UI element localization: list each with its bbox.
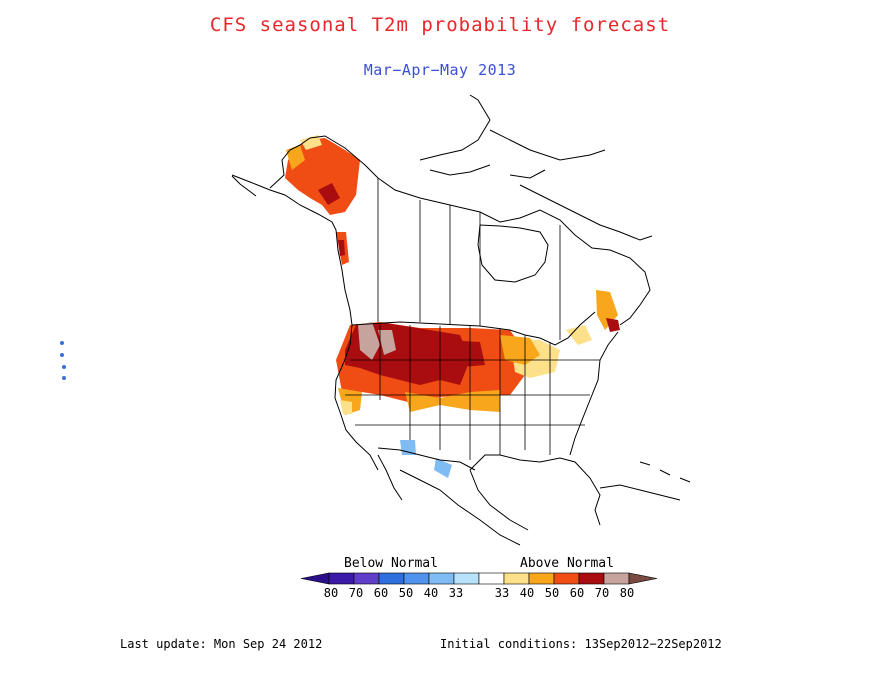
- legend-arrow-low: [300, 572, 330, 585]
- legend-tick-label: 33: [449, 586, 463, 600]
- alaska-coastline: [231, 174, 353, 326]
- shade-greatlakes-above-50: [500, 335, 540, 365]
- legend-tick-label: 70: [349, 586, 363, 600]
- canada-province-borders: [377, 178, 561, 340]
- legend-tick-label: 60: [374, 586, 388, 600]
- legend-swatch: [503, 572, 530, 585]
- shade-plains-above-40: [405, 390, 500, 412]
- legend-swatch: [328, 572, 355, 585]
- legend-swatch: [578, 572, 605, 585]
- shade-mt-above-80: [378, 330, 396, 355]
- legend-tick-label: 40: [520, 586, 534, 600]
- alaska-west: [269, 144, 301, 189]
- legend-tick-label: 80: [620, 586, 634, 600]
- legend-tick-label: 50: [545, 586, 559, 600]
- alaska-north-coast: [299, 135, 379, 179]
- legend-swatch: [403, 572, 430, 585]
- legend-swatch: [553, 572, 580, 585]
- us-west-coast: [334, 324, 379, 471]
- aleutian-chain: [231, 175, 257, 197]
- shade-mx-below-40: [434, 458, 452, 478]
- us-east-coast: [569, 331, 619, 456]
- shade-alaska-above-40: [286, 145, 305, 170]
- canada-arctic-coast: [377, 177, 651, 326]
- legend-swatch: [453, 572, 480, 585]
- baja-peninsula: [377, 454, 403, 501]
- cuba: [599, 484, 681, 501]
- shade-bc-coast-dark: [338, 240, 345, 256]
- shade-aleutian-above-40: [300, 135, 322, 150]
- shade-ne-canada-above-70: [606, 318, 620, 332]
- legend-tick-label: 40: [424, 586, 438, 600]
- shade-ca-above-33: [340, 400, 352, 414]
- legend-swatch: [603, 572, 630, 585]
- mexico-west-coast: [399, 469, 521, 546]
- shade-dakotas-above-70: [445, 340, 485, 368]
- map-subtitle: Mar−Apr−May 2013: [363, 61, 517, 79]
- legend-tick-label: 80: [324, 586, 338, 600]
- state-borders: [345, 325, 600, 460]
- gulf-coast: [469, 454, 601, 526]
- initial-conditions-text: Initial conditions: 13Sep2012−22Sep2012: [440, 637, 722, 651]
- legend-swatch: [528, 572, 555, 585]
- baffin-island: [519, 184, 653, 241]
- legend-tick-label: 33: [495, 586, 509, 600]
- legend-swatch: [428, 572, 455, 585]
- legend-arrow-high: [628, 572, 658, 585]
- legend-tick-label: 60: [570, 586, 584, 600]
- legend-below-label: Below Normal: [344, 556, 438, 571]
- us-mexico-border: [377, 447, 476, 471]
- hudson-bay: [477, 224, 549, 283]
- legend-tick-label: 50: [399, 586, 413, 600]
- last-update-text: Last update: Mon Sep 24 2012: [120, 637, 323, 651]
- forecast-map: [60, 94, 691, 546]
- legend-swatch: [378, 572, 405, 585]
- map-outlines: [231, 94, 691, 546]
- probability-shading: [285, 135, 620, 478]
- pacific-island-markers: [60, 341, 66, 380]
- legend-swatch: [353, 572, 380, 585]
- shade-alaska-above-70: [318, 183, 340, 205]
- map-title: CFS seasonal T2m probability forecast: [209, 14, 671, 36]
- arctic-islands: [419, 94, 606, 179]
- legend-tick-label: 70: [595, 586, 609, 600]
- shade-nw-above-80: [358, 322, 380, 360]
- legend-above-label: Above Normal: [520, 556, 614, 571]
- mexico-east-coast: [469, 469, 529, 531]
- caribbean-islands: [639, 461, 691, 483]
- legend-swatch: [478, 572, 505, 585]
- shade-new-england-above-40: [566, 325, 592, 345]
